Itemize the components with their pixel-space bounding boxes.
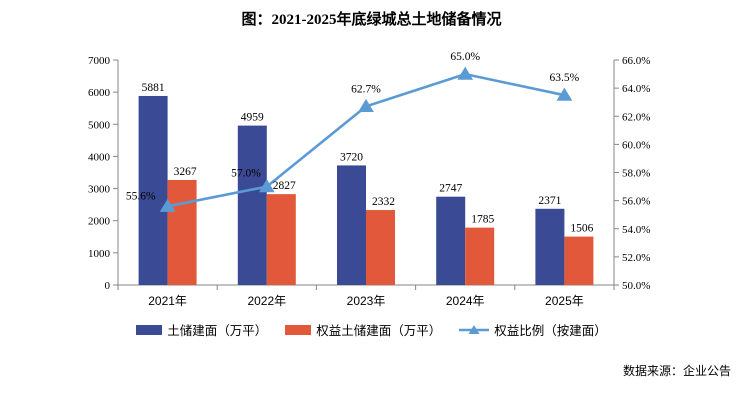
line-value-label: 65.0% [450,51,480,63]
bar-equity-land[interactable] [465,227,495,285]
line-marker-triangle[interactable] [159,198,176,212]
left-value-axis: 0 1000 2000 3000 4000 5000 6000 7000 [88,55,119,292]
bar-value-label: 2332 [372,196,395,208]
category-axis-label: 2021年 [148,294,187,308]
bar-series-group [138,95,594,285]
category-axis-label: 2024年 [446,294,485,308]
line-value-label: 55.6% [126,190,156,202]
right-axis-tick-label: 56.0% [622,196,650,208]
category-axis: 2021年 2022年 2023年 2024年 2025年 [117,284,615,308]
legend-item-equity-land[interactable]: 权益土储建面（万平） [285,320,441,339]
right-axis-tick-label: 54.0% [622,224,650,236]
bar-value-label: 2371 [538,195,561,207]
line-series-group [159,66,573,212]
line-marker-triangle[interactable] [457,66,474,80]
bar-value-label: 2747 [439,183,462,195]
bar-total-land[interactable] [337,165,366,285]
legend-item-equity-ratio[interactable]: 权益比例（按建面） [459,320,607,339]
right-percent-axis: 50.0% 52.0% 54.0% 56.0% 58.0% 60.0% 62.0% 64.0%… [613,55,650,292]
chart-plot-area: 0 1000 2000 3000 4000 5000 6000 7000 50.0% 52.0%… [88,51,650,308]
legend-line-icon [459,324,490,334]
bar-value-label: 2827 [273,180,296,192]
legend-swatch-equity-land [285,324,312,335]
right-axis-tick-label: 66.0% [622,55,650,67]
data-label-group: 5881 4959 3720 2747 2371 3267 2827 2332 1785 1506… [126,51,594,235]
legend-line-marker-equity-ratio [459,324,490,336]
left-axis-tick-label: 7000 [88,55,111,67]
left-axis-tick-label: 2000 [88,216,111,228]
left-axis-tick-label: 5000 [88,119,111,131]
left-axis-tick-label: 0 [105,280,111,292]
right-axis-tick-label: 52.0% [622,252,650,264]
legend-label-equity-land: 权益土储建面（万平） [316,324,442,338]
left-axis-tick-label: 6000 [88,87,111,99]
line-marker-triangle[interactable] [556,87,573,101]
line-marker-triangle[interactable] [258,179,275,193]
right-axis-tick-label: 64.0% [622,83,650,95]
bar-value-label: 5881 [142,82,165,94]
right-axis-tick-label: 60.0% [622,139,650,151]
chart-legend: 土储建面（万平） 权益土储建面（万平） 权益比例（按建面） [0,320,743,339]
bar-value-label: 3720 [340,151,363,163]
bar-equity-land[interactable] [167,179,197,285]
legend-swatch-total-land [136,324,163,335]
bar-total-land[interactable] [436,196,466,285]
bar-value-label: 1506 [570,223,593,235]
legend-label-equity-ratio: 权益比例（按建面） [494,324,607,338]
bar-value-label: 3267 [174,166,197,178]
bar-equity-land[interactable] [366,210,395,285]
line-value-label: 62.7% [351,83,381,95]
category-axis-label: 2023年 [347,294,386,308]
left-axis-tick-label: 1000 [88,248,111,260]
source-note: 数据来源：企业公告 [622,364,731,378]
right-axis-tick-label: 62.0% [622,111,650,123]
bar-total-land[interactable] [237,125,267,285]
line-value-label: 57.0% [231,168,261,180]
line-marker-triangle[interactable] [358,98,374,113]
bar-value-label: 1785 [471,214,494,226]
line-value-label: 63.5% [550,72,580,84]
bar-total-land[interactable] [138,95,168,285]
chart-title: 图：2021-2025年底绿城总土地储备情况 [241,12,502,28]
right-axis-tick-label: 58.0% [622,168,650,180]
legend-label-total-land: 土储建面（万平） [167,324,268,338]
bar-value-label: 4959 [241,112,264,124]
bar-equity-land[interactable] [266,194,296,285]
left-axis-tick-label: 4000 [88,151,111,163]
right-axis-tick-label: 50.0% [622,280,650,292]
bar-total-land[interactable] [535,208,565,285]
legend-item-total-land[interactable]: 土储建面（万平） [136,320,267,339]
category-axis-label: 2022年 [247,294,286,308]
category-axis-label: 2025年 [545,294,584,308]
bar-equity-land[interactable] [564,236,594,285]
left-axis-tick-label: 3000 [88,184,111,196]
